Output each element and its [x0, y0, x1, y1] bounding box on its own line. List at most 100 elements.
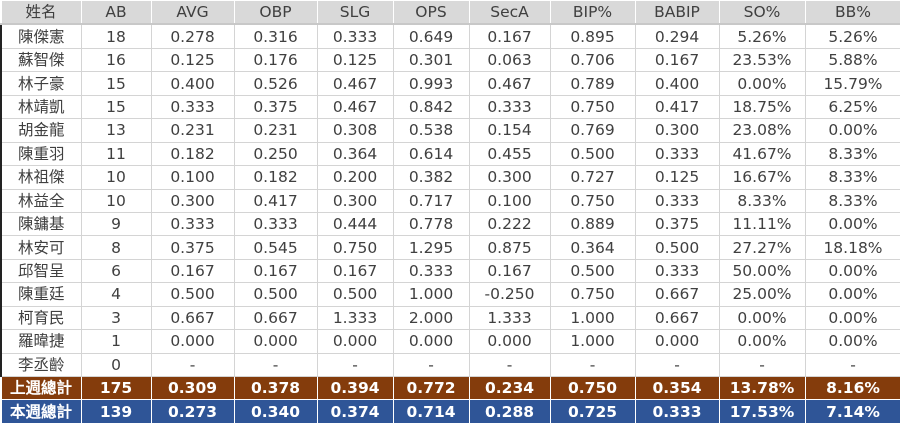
column-header-ops[interactable]: OPS	[392, 0, 470, 26]
cell-name: 李丞齡	[0, 352, 82, 378]
column-header-ab[interactable]: AB	[80, 0, 152, 26]
cell-so: 5.26%	[718, 23, 806, 49]
cell-bip: 0.789	[549, 71, 636, 96]
cell-avg: 0.333	[150, 211, 235, 237]
cell-babip: 0.354	[634, 375, 720, 401]
cell-name: 陳傑憲	[0, 23, 82, 49]
cell-slg: 0.467	[316, 94, 394, 120]
cell-bip: 0.750	[549, 94, 636, 120]
table-row: 陳鏞基 9 0.333 0.333 0.444 0.778 0.222 0.889 0.375 1…	[0, 211, 900, 237]
cell-so: 11.11%	[718, 211, 806, 237]
cell-ops: 0.842	[392, 94, 470, 120]
cell-bip: 0.500	[549, 258, 636, 284]
cell-obp: 0.378	[233, 375, 318, 401]
table-row: 林靖凱 15 0.333 0.375 0.467 0.842 0.333 0.750 0.417…	[0, 94, 900, 120]
cell-babip: 0.667	[634, 305, 720, 331]
column-header-avg[interactable]: AVG	[150, 0, 235, 26]
cell-bb: 6.25%	[804, 94, 900, 120]
cell-name: 陳重羽	[0, 141, 82, 167]
cell-babip: -	[634, 352, 720, 378]
cell-bb: 15.79%	[804, 71, 900, 96]
cell-bip: 0.727	[549, 165, 636, 190]
cell-bb: 5.26%	[804, 23, 900, 49]
cell-babip: 0.333	[634, 258, 720, 284]
cell-babip: 0.167	[634, 47, 720, 73]
cell-bb: 0.00%	[804, 305, 900, 331]
column-header-seca[interactable]: SecA	[468, 0, 551, 26]
column-header-babip[interactable]: BABIP	[634, 0, 720, 26]
cell-obp: 0.316	[233, 23, 318, 49]
cell-slg: 0.500	[316, 282, 394, 307]
cell-so: 0.00%	[718, 329, 806, 354]
cell-babip: 0.400	[634, 71, 720, 96]
cell-babip: 0.300	[634, 118, 720, 143]
cell-ops: 0.000	[392, 329, 470, 354]
column-header-bip[interactable]: BIP%	[549, 0, 636, 26]
cell-ops: 0.778	[392, 211, 470, 237]
cell-name: 上週總計	[0, 375, 82, 401]
cell-avg: 0.125	[150, 47, 235, 73]
table-row: 蘇智傑 16 0.125 0.176 0.125 0.301 0.063 0.706 0.167…	[0, 47, 900, 73]
cell-obp: 0.526	[233, 71, 318, 96]
cell-name: 陳鏞基	[0, 211, 82, 237]
cell-ab: 175	[80, 375, 152, 401]
cell-name: 陳重廷	[0, 282, 82, 307]
cell-bb: 8.33%	[804, 141, 900, 167]
cell-bb: 18.18%	[804, 235, 900, 260]
column-header-so[interactable]: SO%	[718, 0, 806, 26]
cell-ops: 0.993	[392, 71, 470, 96]
column-header-obp[interactable]: OBP	[233, 0, 318, 26]
cell-bip: 0.750	[549, 282, 636, 307]
cell-slg: 0.308	[316, 118, 394, 143]
column-header-name[interactable]: 姓名	[0, 0, 82, 26]
table-row: 林子豪 15 0.400 0.526 0.467 0.993 0.467 0.789 0.400…	[0, 71, 900, 96]
cell-seca: -	[468, 352, 551, 378]
cell-babip: 0.333	[634, 141, 720, 167]
table-row: 林安可 8 0.375 0.545 0.750 1.295 0.875 0.364 0.500 2…	[0, 235, 900, 260]
cell-bb: 0.00%	[804, 258, 900, 284]
header-row: 姓名 AB AVG OBP SLG OPS SecA BIP% BABIP SO% BB%	[0, 0, 900, 26]
cell-avg: 0.400	[150, 71, 235, 96]
cell-obp: 0.250	[233, 141, 318, 167]
cell-slg: 0.374	[316, 399, 394, 424]
cell-obp: 0.375	[233, 94, 318, 120]
cell-obp: 0.340	[233, 399, 318, 424]
cell-slg: 0.333	[316, 23, 394, 49]
cell-name: 林子豪	[0, 71, 82, 96]
cell-bb: 8.33%	[804, 165, 900, 190]
cell-bip: 0.769	[549, 118, 636, 143]
cell-obp: 0.545	[233, 235, 318, 260]
cell-slg: 0.167	[316, 258, 394, 284]
cell-obp: -	[233, 352, 318, 378]
cell-so: 8.33%	[718, 188, 806, 213]
column-header-bb[interactable]: BB%	[804, 0, 900, 26]
cell-so: 50.00%	[718, 258, 806, 284]
cell-slg: 0.467	[316, 71, 394, 96]
cell-bb: 8.33%	[804, 188, 900, 213]
cell-ab: 18	[80, 23, 152, 49]
cell-name: 本週總計	[0, 399, 82, 424]
cell-babip: 0.333	[634, 188, 720, 213]
cell-ab: 13	[80, 118, 152, 143]
cell-avg: 0.278	[150, 23, 235, 49]
cell-obp: 0.182	[233, 165, 318, 190]
cell-slg: 0.364	[316, 141, 394, 167]
cell-bip: -	[549, 352, 636, 378]
cell-so: 23.08%	[718, 118, 806, 143]
cell-slg: 0.444	[316, 211, 394, 237]
table-row: 林祖傑 10 0.100 0.182 0.200 0.382 0.300 0.727 0.125…	[0, 165, 900, 190]
cell-ab: 15	[80, 71, 152, 96]
cell-ab: 139	[80, 399, 152, 424]
cell-bip: 0.889	[549, 211, 636, 237]
cell-ab: 9	[80, 211, 152, 237]
cell-ab: 3	[80, 305, 152, 331]
cell-seca: 0.222	[468, 211, 551, 237]
cell-bip: 1.000	[549, 305, 636, 331]
cell-seca: 0.234	[468, 375, 551, 401]
cell-ops: 1.295	[392, 235, 470, 260]
cell-avg: 0.375	[150, 235, 235, 260]
column-header-slg[interactable]: SLG	[316, 0, 394, 26]
table-row: 柯育民 3 0.667 0.667 1.333 2.000 1.333 1.000 0.667 0…	[0, 305, 900, 331]
cell-avg: 0.231	[150, 118, 235, 143]
